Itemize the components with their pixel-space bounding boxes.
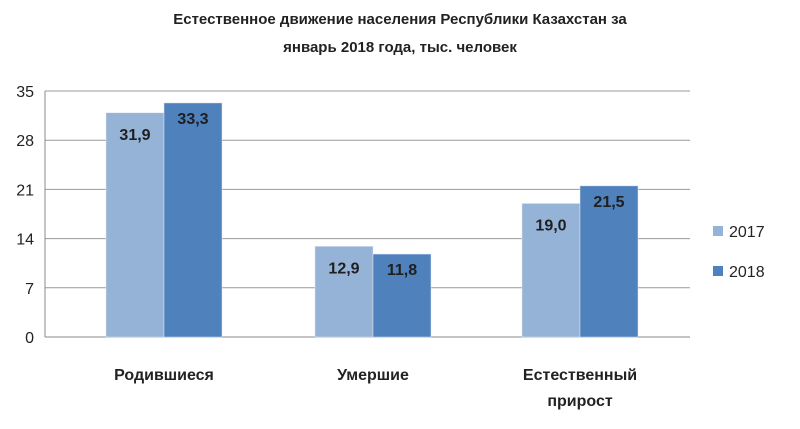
- y-tick-label: 14: [16, 232, 34, 249]
- y-tick-label: 21: [16, 182, 34, 199]
- legend-swatch-2017: [713, 226, 723, 236]
- bar-2018-1: [372, 253, 432, 338]
- bar-2017-1: [314, 246, 374, 338]
- y-tick-label: 35: [16, 84, 34, 101]
- data-label: 11,8: [387, 262, 417, 279]
- y-tick-label: 0: [25, 330, 34, 347]
- bar-2018-2: [579, 185, 639, 338]
- bar-2018-0: [163, 102, 223, 338]
- legend-label: 2018: [729, 264, 765, 281]
- data-label: 12,9: [328, 260, 359, 277]
- legend: 2017 2018: [713, 224, 765, 281]
- chart-title-line-2: январь 2018 года, тыс. человек: [283, 39, 517, 56]
- data-label: 31,9: [119, 127, 150, 144]
- x-tick-label: Умершие: [337, 367, 409, 384]
- bar-2017-0: [105, 112, 165, 338]
- bar-2017-2: [521, 203, 581, 338]
- data-label: 33,3: [177, 111, 208, 128]
- chart-title-line-1: Естественное движение населения Республи…: [173, 11, 627, 28]
- y-tick-label: 7: [25, 281, 34, 298]
- data-label: 19,0: [535, 217, 566, 234]
- y-tick-label: 28: [16, 133, 34, 150]
- legend-label: 2017: [729, 224, 765, 241]
- legend-swatch-2018: [713, 266, 723, 276]
- data-label: 21,5: [593, 194, 624, 211]
- x-tick-label: Естественный: [523, 367, 637, 384]
- x-tick-label: прирост: [547, 393, 613, 410]
- x-axis-labels: Родившиеся Умершие Естественный прирост: [114, 367, 637, 410]
- x-tick-label: Родившиеся: [114, 367, 214, 384]
- bars: 31,9 33,3 12,9 11,8 19,0 21,5: [105, 102, 639, 338]
